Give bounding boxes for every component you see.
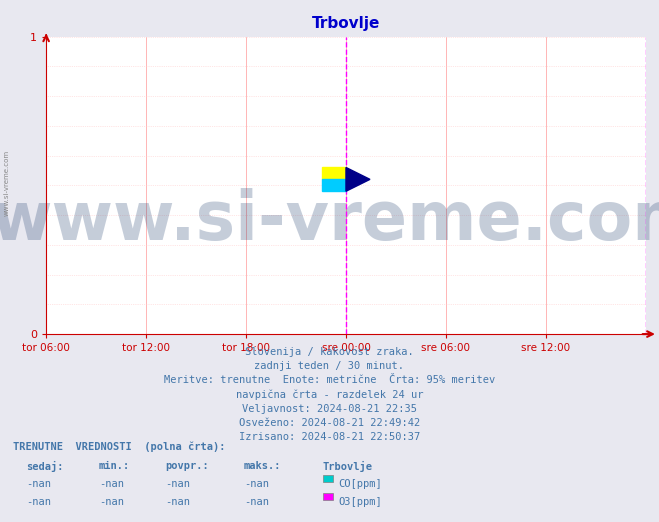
Text: sedaj:: sedaj: (26, 461, 64, 472)
Text: povpr.:: povpr.: (165, 461, 208, 471)
Text: -nan: -nan (26, 479, 51, 489)
Text: Trbovlje: Trbovlje (323, 461, 373, 472)
Text: TRENUTNE  VREDNOSTI  (polna črta):: TRENUTNE VREDNOSTI (polna črta): (13, 441, 225, 452)
Text: maks.:: maks.: (244, 461, 281, 471)
Bar (322, 168, 346, 180)
Text: O3[ppm]: O3[ppm] (338, 497, 382, 507)
Text: -nan: -nan (26, 497, 51, 507)
Text: -nan: -nan (99, 497, 124, 507)
Text: -nan: -nan (244, 479, 269, 489)
Text: CO[ppm]: CO[ppm] (338, 479, 382, 489)
Text: -nan: -nan (165, 479, 190, 489)
Text: Slovenija / kakovost zraka.
zadnji teden / 30 minut.
Meritve: trenutne  Enote: m: Slovenija / kakovost zraka. zadnji teden… (164, 347, 495, 442)
Text: -nan: -nan (99, 479, 124, 489)
Bar (322, 180, 346, 191)
Text: -nan: -nan (165, 497, 190, 507)
Title: Trbovlje: Trbovlje (312, 16, 380, 31)
Text: www.si-vreme.com: www.si-vreme.com (0, 188, 659, 254)
Polygon shape (346, 168, 370, 191)
Text: www.si-vreme.com: www.si-vreme.com (3, 150, 10, 216)
Text: min.:: min.: (99, 461, 130, 471)
Text: -nan: -nan (244, 497, 269, 507)
